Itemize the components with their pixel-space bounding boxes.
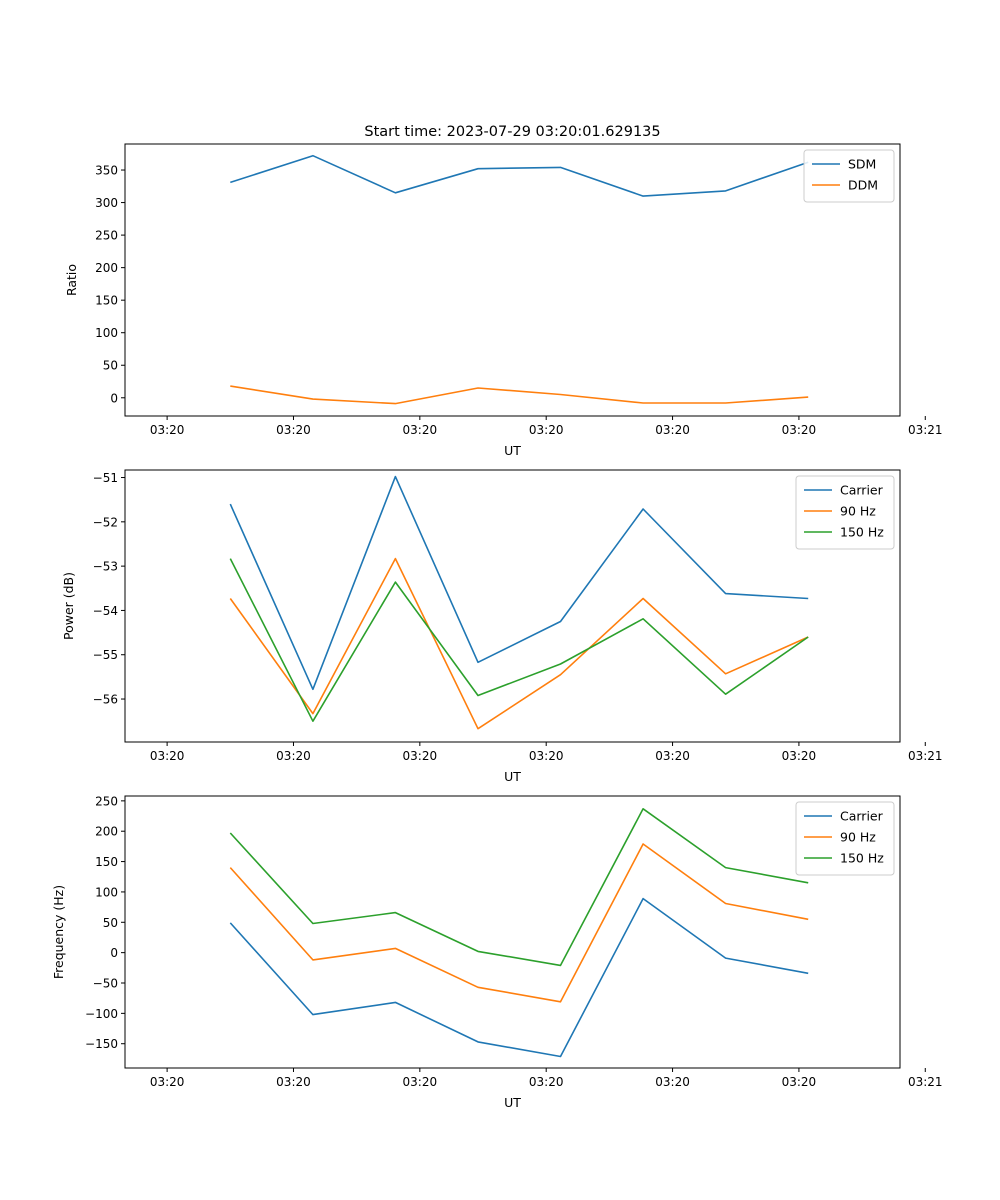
- legend-label: Carrier: [840, 809, 884, 824]
- legend: Carrier 90 Hz 150 Hz: [795, 801, 895, 876]
- chart-panel-3: 03:20 03:20 03:20 03:20 03:20 03:20 03:21 −150 −…: [51, 794, 943, 1110]
- figure-title: Start time: 2023-07-29 03:20:01.629135: [364, 124, 660, 140]
- y-tick-label: −54: [93, 604, 118, 618]
- legend-label: 90 Hz: [840, 830, 876, 845]
- legend-label: SDM: [848, 157, 876, 172]
- y-tick-label: 100: [95, 326, 118, 340]
- series-line-sdm: [230, 154, 809, 197]
- x-axis-label: UT: [504, 443, 521, 458]
- y-tick-label: 100: [95, 885, 118, 899]
- y-tick-label: −55: [93, 648, 118, 662]
- x-tick-label: 03:20: [276, 423, 311, 437]
- y-tick-label: 250: [95, 794, 118, 808]
- series-line-150-hz: [229, 807, 809, 967]
- x-tick-label: 03:21: [908, 423, 943, 437]
- x-tick-label: 03:20: [782, 1075, 817, 1089]
- y-axis-label: Power (dB): [61, 572, 76, 640]
- y-tick-label: −52: [93, 515, 118, 529]
- legend-label: 90 Hz: [840, 504, 876, 519]
- y-tick-label: 350: [95, 164, 118, 178]
- x-tick-label: 03:20: [403, 1075, 438, 1089]
- x-tick-label: 03:20: [150, 749, 185, 763]
- legend-label: 150 Hz: [840, 525, 884, 540]
- x-tick-label: 03:20: [529, 423, 564, 437]
- chart-panel-1: 03:20 03:20 03:20 03:20 03:20 03:20 03:21 0 50 10…: [64, 143, 943, 458]
- y-axis-label: Frequency (Hz): [51, 885, 66, 979]
- x-tick-label: 03:20: [276, 749, 311, 763]
- y-tick-label: −53: [93, 560, 118, 574]
- series-line-carrier: [229, 897, 809, 1058]
- axes-frame: [124, 469, 901, 743]
- y-tick-label: 50: [103, 916, 118, 930]
- series-line-90-hz: [229, 843, 809, 1003]
- legend-label: Carrier: [840, 483, 884, 498]
- legend-box: [795, 475, 895, 550]
- series-line-ddm: [230, 385, 809, 405]
- x-axis-label: UT: [504, 769, 521, 784]
- x-tick-label: 03:20: [655, 423, 690, 437]
- x-tick-label: 03:20: [403, 423, 438, 437]
- legend-box: [795, 801, 895, 876]
- y-tick-label: 300: [95, 196, 118, 210]
- y-tick-label: 250: [95, 229, 118, 243]
- series-line-90-hz: [229, 557, 809, 730]
- axes-frame: [124, 795, 901, 1069]
- y-tick-label: 150: [95, 855, 118, 869]
- chart-panel-2: 03:20 03:20 03:20 03:20 03:20 03:20 03:21 −56 −5…: [61, 469, 943, 784]
- y-tick-label: −100: [85, 1007, 118, 1021]
- y-tick-label: 150: [95, 294, 118, 308]
- y-tick-label: 200: [95, 825, 118, 839]
- y-tick-label: −56: [93, 693, 118, 707]
- y-tick-label: −50: [93, 977, 118, 991]
- x-tick-label: 03:20: [529, 1075, 564, 1089]
- x-tick-label: 03:20: [403, 749, 438, 763]
- y-tick-label: −150: [85, 1037, 118, 1051]
- x-tick-label: 03:21: [908, 749, 943, 763]
- legend-label: DDM: [848, 178, 878, 193]
- y-tick-label: 200: [95, 261, 118, 275]
- x-tick-label: 03:20: [782, 749, 817, 763]
- x-tick-label: 03:20: [529, 749, 564, 763]
- y-tick-label: 50: [103, 359, 118, 373]
- legend-box: [803, 149, 895, 203]
- x-tick-label: 03:20: [655, 1075, 690, 1089]
- series-line-150-hz: [229, 558, 809, 723]
- legend-label: 150 Hz: [840, 851, 884, 866]
- y-tick-label: −51: [93, 471, 118, 485]
- legend: SDM DDM: [803, 149, 895, 203]
- y-tick-label: 0: [110, 391, 118, 405]
- x-tick-label: 03:20: [150, 1075, 185, 1089]
- x-tick-label: 03:20: [782, 423, 817, 437]
- y-tick-label: 0: [110, 946, 118, 960]
- x-tick-label: 03:21: [908, 1075, 943, 1089]
- legend: Carrier 90 Hz 150 Hz: [795, 475, 895, 550]
- x-tick-label: 03:20: [150, 423, 185, 437]
- x-tick-label: 03:20: [276, 1075, 311, 1089]
- x-tick-label: 03:20: [655, 749, 690, 763]
- y-axis-label: Ratio: [64, 264, 79, 296]
- x-axis-label: UT: [504, 1095, 521, 1110]
- axes-frame: [124, 143, 901, 417]
- series-line-carrier: [229, 475, 809, 691]
